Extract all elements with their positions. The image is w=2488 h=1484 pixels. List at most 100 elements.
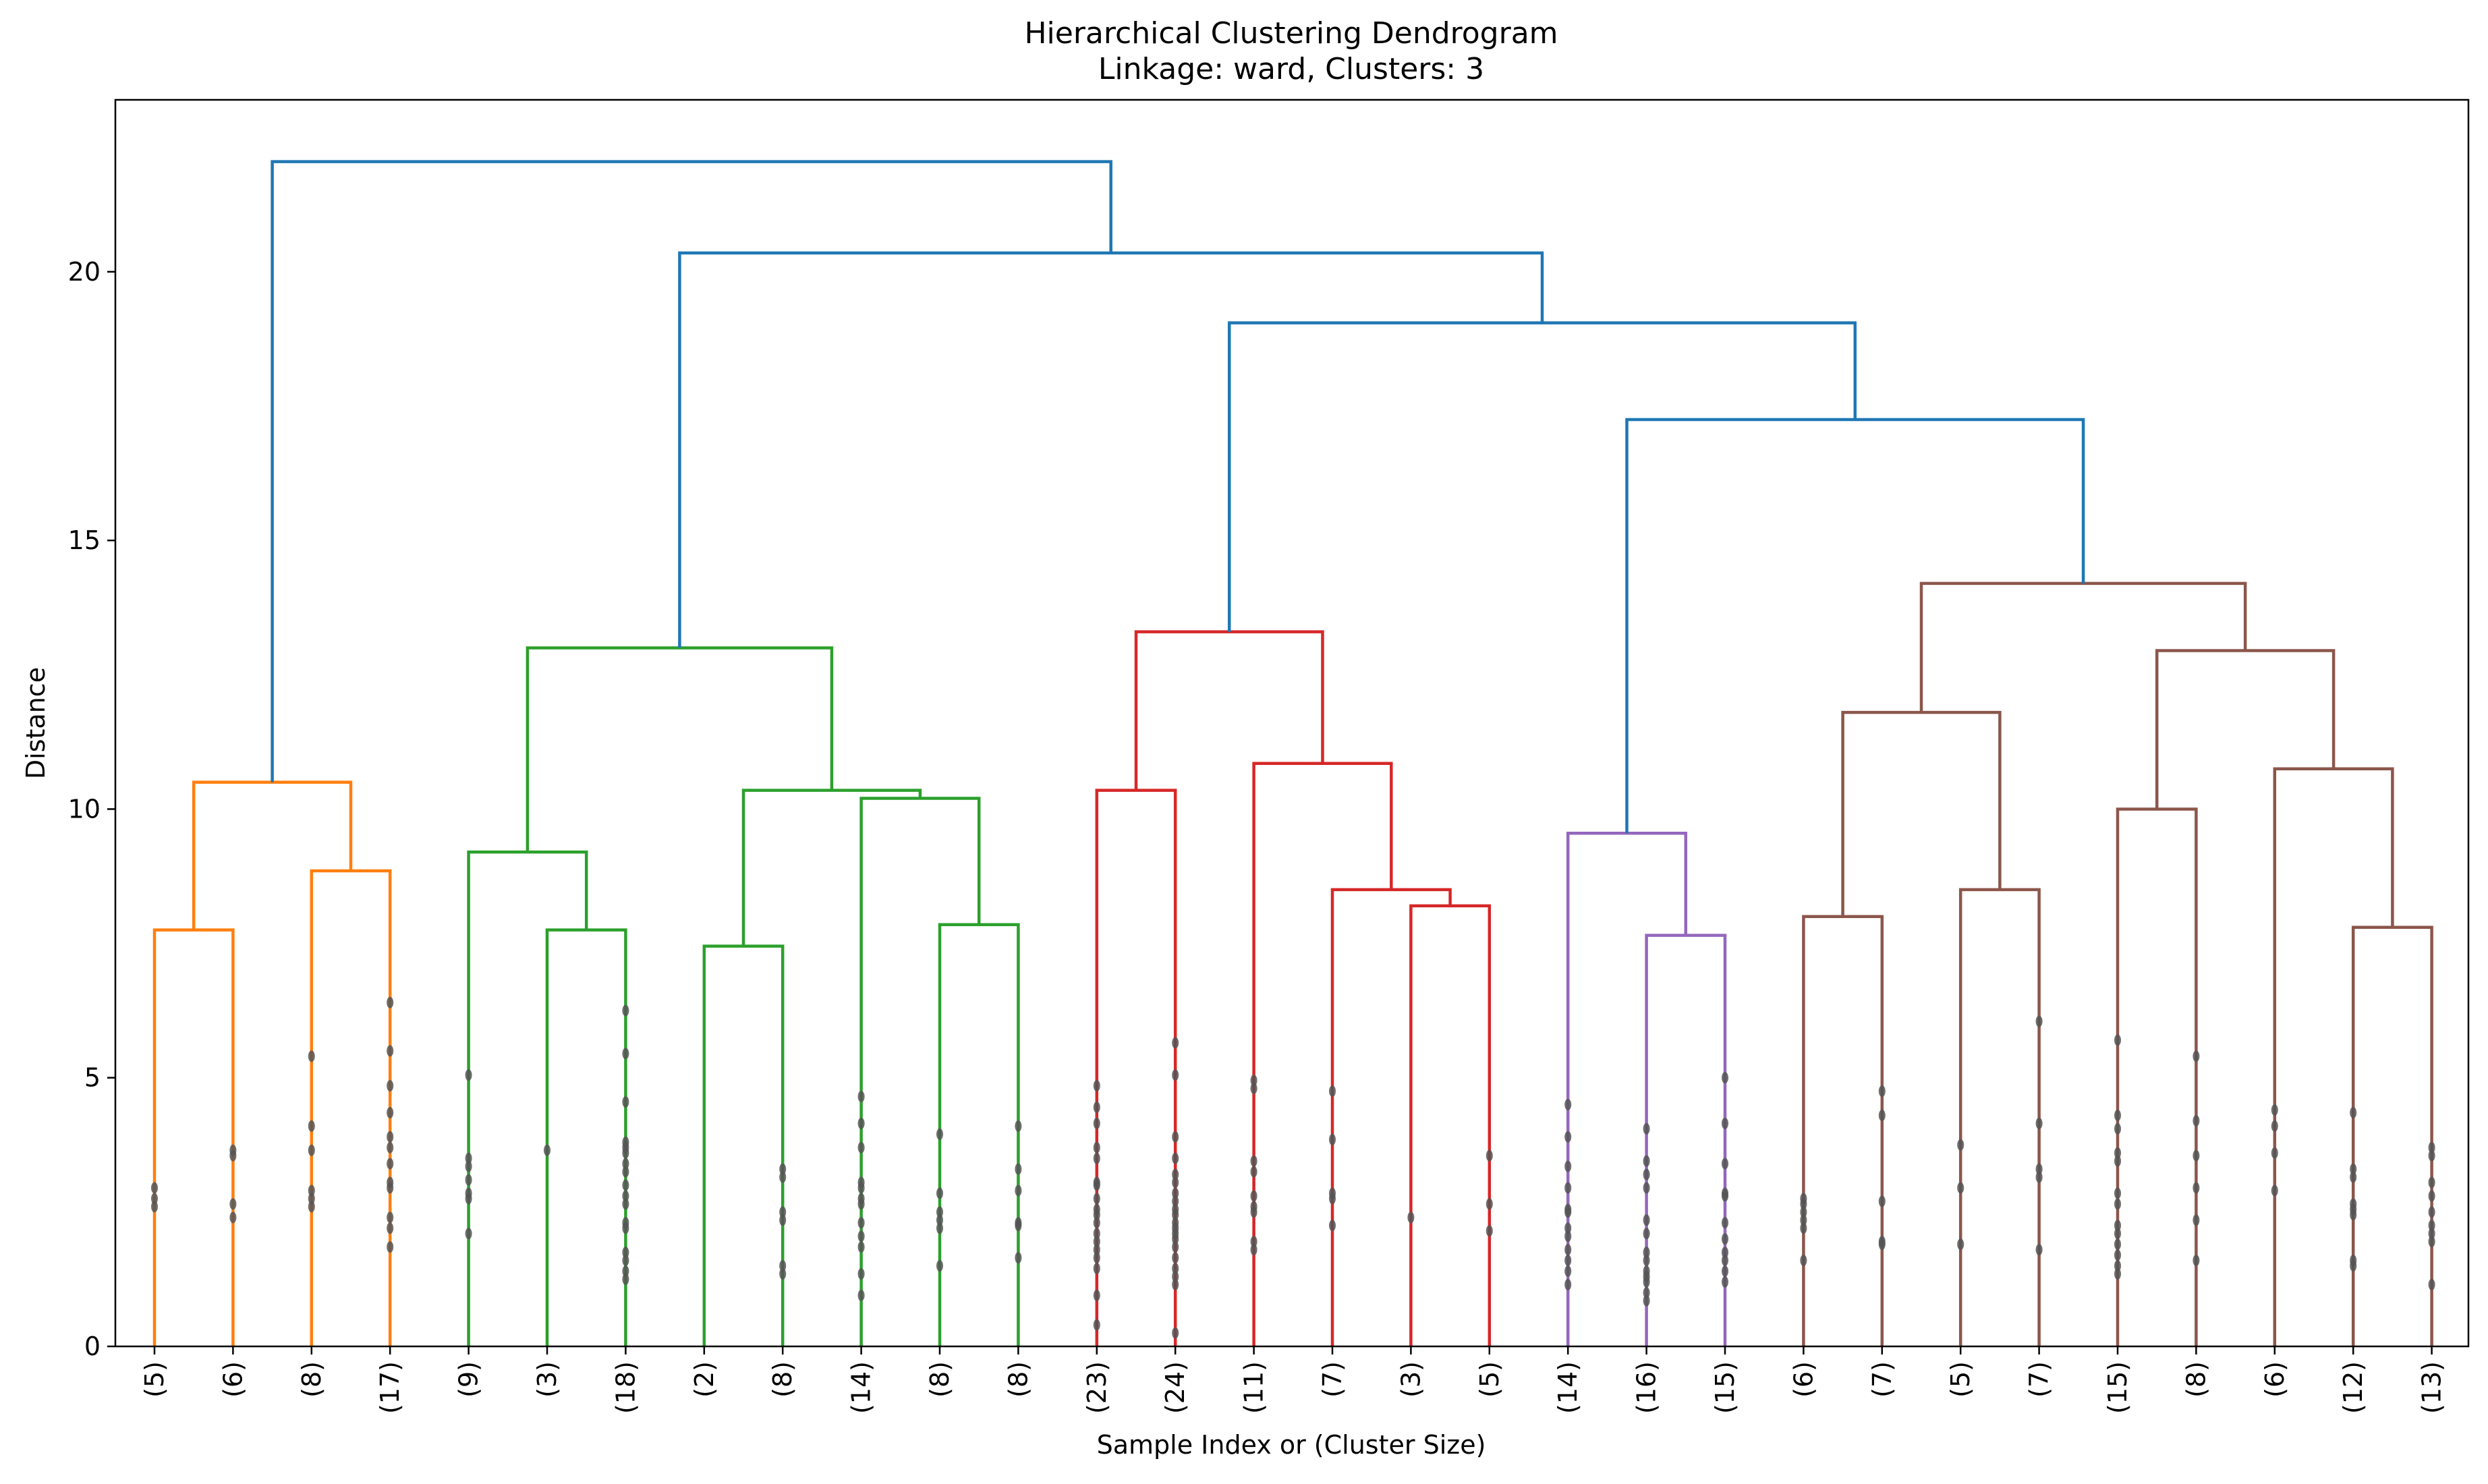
leaf-dot xyxy=(1722,1217,1728,1229)
leaf-dot xyxy=(1564,1099,1572,1111)
leaf-dot xyxy=(1172,1278,1179,1290)
leaf-dot xyxy=(2114,1187,2121,1199)
leaf-dot xyxy=(1093,1319,1100,1331)
leaf-dot xyxy=(1643,1122,1650,1135)
leaf-dot xyxy=(1250,1075,1257,1087)
dendrogram-link-brown xyxy=(2351,925,2433,1346)
leaf-dot xyxy=(1093,1203,1100,1216)
leaf-dot xyxy=(387,1107,394,1118)
leaf-dot xyxy=(1564,1222,1572,1234)
leaf-label: (18) xyxy=(611,1361,640,1414)
leaf-dot xyxy=(779,1214,787,1226)
leaf-dot xyxy=(465,1160,472,1172)
leaf-dot xyxy=(2114,1198,2121,1210)
leaf-dot xyxy=(1093,1289,1100,1301)
leaf-dot xyxy=(1486,1149,1493,1162)
leaf-dot xyxy=(622,1190,629,1202)
leaf-label: (24) xyxy=(1160,1361,1190,1414)
leaf-label: (12) xyxy=(2338,1361,2368,1414)
dendrogram-link-orange xyxy=(310,869,392,1346)
leaf-dot xyxy=(2271,1120,2278,1132)
x-axis-label: Sample Index or (Cluster Size) xyxy=(1097,1430,1486,1460)
leaf-dot xyxy=(308,1120,315,1132)
y-axis-label: Distance xyxy=(21,667,51,779)
dendrogram-link-brown xyxy=(1919,581,2247,713)
leaf-dot xyxy=(308,1185,315,1197)
leaf-dot xyxy=(1643,1155,1650,1167)
dendrogram-link-purple xyxy=(1566,832,1688,1346)
leaf-dot xyxy=(2114,1238,2121,1251)
leaf-dot xyxy=(308,1144,315,1156)
leaf-dot xyxy=(622,1217,629,1229)
dendrogram-link-brown xyxy=(2116,807,2198,1346)
leaf-dot xyxy=(1564,1230,1572,1243)
chart-title: Hierarchical Clustering Dendrogram xyxy=(1024,16,1558,51)
leaf-dot xyxy=(1643,1286,1650,1298)
leaf-dot xyxy=(2114,1109,2121,1121)
y-axis-ticks: 0 5 10 15 20 xyxy=(68,257,115,1361)
leaf-dot xyxy=(308,1193,315,1205)
leaf-dot xyxy=(1250,1244,1257,1256)
leaf-dot xyxy=(2114,1249,2121,1261)
leaf-dot xyxy=(1643,1228,1650,1240)
dendrogram-link-blue xyxy=(1625,418,2085,834)
leaf-dot xyxy=(2271,1147,2278,1159)
x-axis-leaf-labels: (5) (6) (8) (17) (9) (3) (18) (2) (8) (14) (8) (8) (… xyxy=(140,1346,2447,1414)
leaf-dot xyxy=(1800,1206,1807,1218)
leaf-label: (23) xyxy=(1082,1361,1112,1414)
leaf-dot xyxy=(2035,1015,2043,1027)
leaf-dot xyxy=(622,1004,629,1017)
leaf-dot xyxy=(622,1166,629,1178)
leaf-dot xyxy=(2428,1220,2435,1232)
leaf-dot xyxy=(1172,1195,1179,1207)
leaf-dot xyxy=(1093,1102,1100,1114)
leaf-dot xyxy=(1722,1276,1728,1288)
leaf-dot xyxy=(2193,1149,2200,1162)
leaf-dot xyxy=(1329,1187,1336,1199)
leaf-dot xyxy=(1800,1255,1807,1267)
leaf-dot xyxy=(1250,1201,1257,1213)
plot-area-frame xyxy=(114,98,2470,1348)
dendrogram-link-green xyxy=(938,923,1020,1346)
leaf-label: (5) xyxy=(1946,1361,1975,1398)
leaf-dot xyxy=(1722,1117,1728,1129)
leaf-dot xyxy=(1172,1168,1179,1180)
leaf-dot xyxy=(387,1222,394,1234)
leaf-dot xyxy=(1172,1069,1179,1081)
leaf-dot xyxy=(1564,1131,1572,1143)
chart-subtitle: Linkage: ward, Clusters: 3 xyxy=(1098,52,1484,86)
leaf-dot xyxy=(2114,1034,2121,1046)
dendrogram-links xyxy=(152,160,2433,1346)
leaf-dot xyxy=(1800,1222,1807,1234)
leaf-label: (3) xyxy=(1396,1361,1425,1398)
leaf-dot xyxy=(1564,1278,1572,1290)
leaf-label: (6) xyxy=(2260,1361,2290,1398)
leaf-label: (7) xyxy=(1867,1361,1897,1398)
leaf-dot xyxy=(622,1136,629,1148)
leaf-dot xyxy=(1015,1120,1022,1132)
leaf-label: (17) xyxy=(375,1361,405,1414)
leaf-dot xyxy=(1878,1195,1886,1207)
leaf-dot xyxy=(622,1198,629,1210)
leaf-dot xyxy=(1329,1085,1336,1097)
leaf-dot xyxy=(1250,1155,1257,1167)
leaf-dot xyxy=(779,1260,787,1272)
leaf-dot xyxy=(2350,1255,2357,1267)
leaf-dot xyxy=(1957,1139,1964,1151)
leaf-dots xyxy=(151,996,2435,1339)
leaf-label: (8) xyxy=(925,1361,955,1398)
dendrogram-link-brown xyxy=(2155,649,2336,809)
leaf-dot xyxy=(1329,1220,1336,1232)
leaf-dot xyxy=(2350,1163,2357,1175)
leaf-dot xyxy=(465,1174,472,1186)
leaf-dot xyxy=(1957,1238,1964,1251)
leaf-dot xyxy=(2428,1228,2435,1240)
leaf-dot xyxy=(1172,1217,1179,1229)
leaf-dot xyxy=(2114,1155,2121,1167)
leaf-dot xyxy=(1564,1203,1572,1216)
leaf-dot xyxy=(1015,1252,1022,1264)
leaf-dot xyxy=(779,1206,787,1218)
leaf-dot xyxy=(779,1267,787,1280)
leaf-dot xyxy=(1093,1252,1100,1264)
leaf-dot xyxy=(622,1048,629,1060)
